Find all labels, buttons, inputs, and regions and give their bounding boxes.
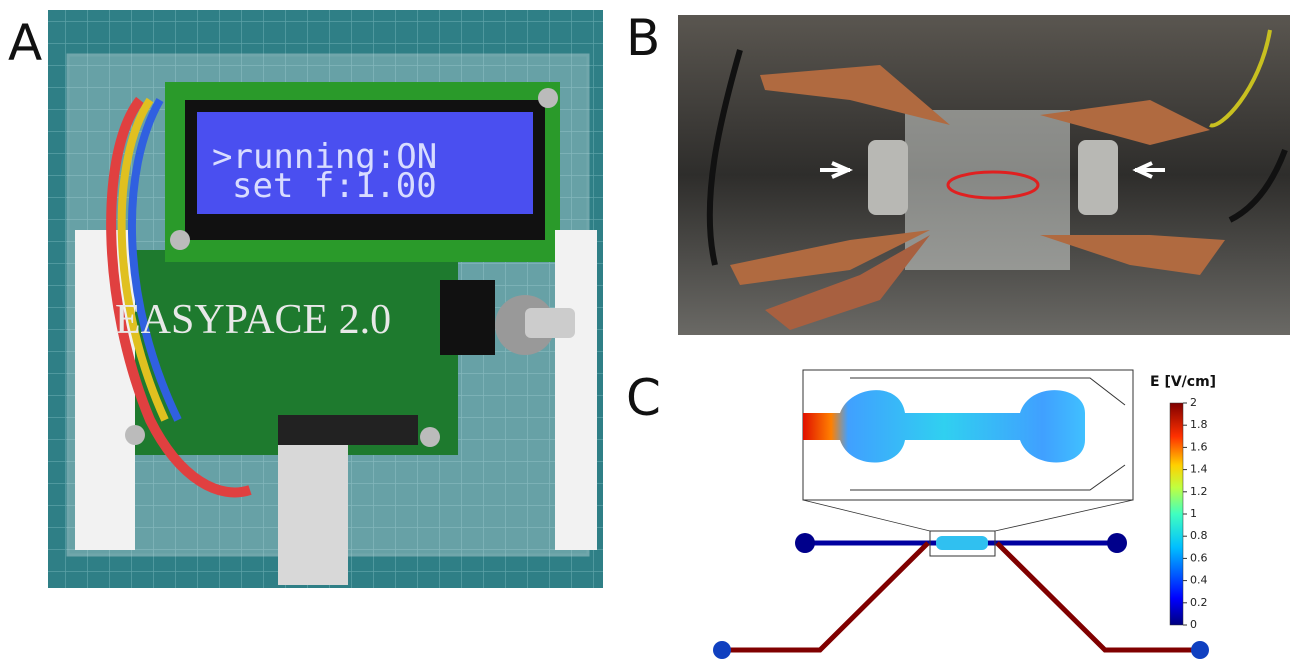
panel-a-photo-shape <box>555 230 597 550</box>
colorbar-tick-label: 0.2 <box>1190 596 1208 609</box>
colorbar-title: E [V/cm] <box>1150 374 1216 390</box>
panel-a-photo-shape <box>538 88 558 108</box>
panel-c-simulation-shape <box>713 641 731 659</box>
panel-c-simulation-shape <box>1191 641 1209 659</box>
panel-c-simulation-shape <box>803 500 1133 531</box>
logo: EASYPACE 2.0 <box>115 297 391 343</box>
panel-b-photo <box>678 15 1290 335</box>
panel-b-photo-shape <box>1078 140 1118 215</box>
colorbar-tick-label: 0 <box>1190 618 1197 631</box>
figure: >running:ON set f:1.00 EASYPACE 2.0 A B … <box>0 0 1295 659</box>
colorbar-tick-label: 2 <box>1190 396 1197 409</box>
panel-a-photo-shape <box>525 308 575 338</box>
panel-a-photo-shape <box>420 427 440 447</box>
panel-a-photo-shape <box>278 415 418 445</box>
panel-b-photo-shape <box>868 140 908 215</box>
colorbar-tick-label: 1.6 <box>1190 440 1208 453</box>
panel-c-simulation-shape <box>718 543 1205 650</box>
panel-label: A <box>8 14 42 72</box>
colorbar-tick-label: 1.8 <box>1190 418 1208 431</box>
colorbar-tick-label: 1 <box>1190 507 1197 520</box>
colorbar-tick-label: 0.8 <box>1190 529 1208 542</box>
panel-label: C <box>626 369 661 427</box>
colorbar <box>1170 403 1183 625</box>
panel-b-photo-shape <box>905 110 1070 270</box>
panel-label: B <box>626 9 660 67</box>
panel-a-photo-shape <box>125 425 145 445</box>
panel-c-simulation-shape <box>795 533 815 553</box>
panel-c-simulation-shape <box>936 536 988 550</box>
panel-c-simulation <box>713 370 1209 659</box>
lcd-line: set f:1.00 <box>232 166 437 206</box>
panel-a-photo-shape <box>170 230 190 250</box>
panel-a-photo-shape <box>440 280 495 355</box>
colorbar-tick-label: 1.2 <box>1190 485 1208 498</box>
colorbar-tick-label: 0.4 <box>1190 574 1208 587</box>
panel-c-simulation-shape <box>1107 533 1127 553</box>
colorbar-tick-label: 1.4 <box>1190 463 1208 476</box>
colorbar-tick-label: 0.6 <box>1190 551 1208 564</box>
